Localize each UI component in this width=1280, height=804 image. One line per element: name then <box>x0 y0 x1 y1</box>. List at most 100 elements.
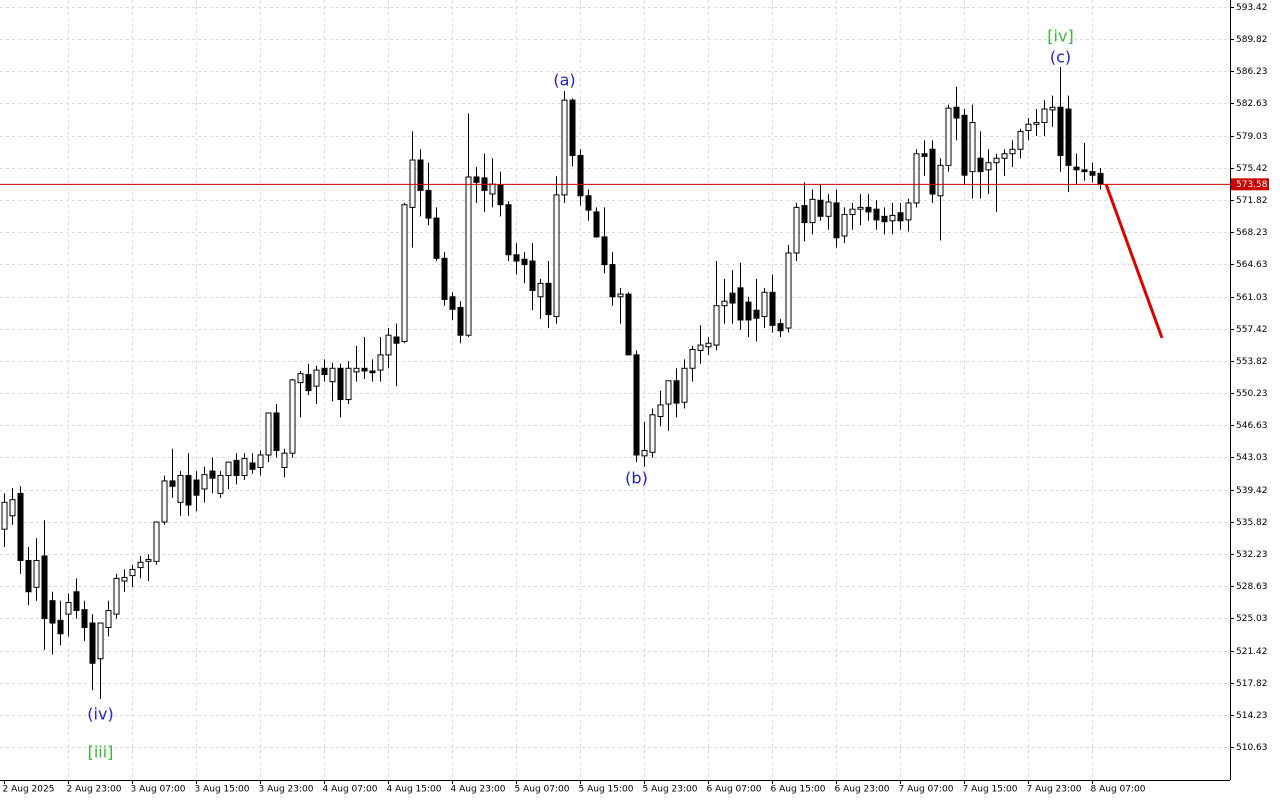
candle-body <box>1041 108 1048 123</box>
candle-body <box>681 367 688 403</box>
candle-body <box>833 202 840 239</box>
candle-body <box>145 559 152 562</box>
candle-body <box>153 521 160 562</box>
candle-body <box>745 301 752 321</box>
candle-body <box>633 354 640 456</box>
candle-body <box>705 342 712 348</box>
wave-label: [iii] <box>88 743 114 762</box>
y-tick-label: 517.82 <box>1236 679 1268 689</box>
candle-body <box>785 252 792 329</box>
candle-body <box>25 559 32 593</box>
x-tick-label: 3 Aug 23:00 <box>259 785 314 795</box>
y-tick-label: 571.82 <box>1236 196 1268 206</box>
candle-body <box>217 475 224 494</box>
candle-body <box>545 282 552 316</box>
candle-body <box>737 287 744 321</box>
wave-label: (b) <box>625 469 648 488</box>
candle-body <box>1065 108 1072 166</box>
candle-body <box>529 260 536 292</box>
candle-body <box>257 454 264 468</box>
candle-body <box>249 462 256 470</box>
x-tick-label: 4 Aug 15:00 <box>387 785 442 795</box>
candle-body <box>777 323 784 332</box>
candle-body <box>417 159 424 191</box>
candle-body <box>313 369 320 387</box>
wave-label: (c) <box>1050 48 1071 67</box>
candle-body <box>905 202 912 221</box>
candle-body <box>297 373 304 384</box>
candle-body <box>721 300 728 307</box>
y-tick-label: 557.42 <box>1236 325 1268 335</box>
candle-body <box>329 367 336 383</box>
wave-label: (iv) <box>87 705 113 724</box>
candle-body <box>353 367 360 373</box>
y-tick-label: 528.63 <box>1236 582 1268 592</box>
y-tick-label: 579.03 <box>1236 132 1268 142</box>
candle-body <box>385 334 392 356</box>
candle-body <box>1049 106 1056 111</box>
candle-body <box>169 480 176 487</box>
x-tick-label: 7 Aug 15:00 <box>963 785 1018 795</box>
candle-body <box>457 306 464 336</box>
x-tick-label: 6 Aug 15:00 <box>771 785 826 795</box>
y-tick-label: 575.42 <box>1236 164 1268 174</box>
candle-body <box>129 568 136 577</box>
candle-body <box>97 622 104 660</box>
candle-body <box>1 501 8 530</box>
candle-body <box>921 153 928 157</box>
candle-body <box>345 367 352 401</box>
y-tick-label: 561.03 <box>1236 293 1268 303</box>
candle-body <box>673 380 680 404</box>
candle-body <box>977 157 984 173</box>
candle-body <box>193 479 200 496</box>
candle-body <box>537 282 544 298</box>
candle-body <box>241 458 248 477</box>
candle-body <box>1097 172 1104 185</box>
y-tick-label: 593.42 <box>1236 3 1268 13</box>
x-tick-label: 5 Aug 07:00 <box>515 785 570 795</box>
y-tick-label: 532.23 <box>1236 550 1268 560</box>
candle-body <box>497 184 504 206</box>
candle-body <box>793 206 800 254</box>
candle-body <box>433 217 440 259</box>
candle-body <box>937 164 944 197</box>
candle-body <box>713 305 720 346</box>
wave-label: [iv] <box>1047 27 1073 46</box>
candle-body <box>1081 169 1088 173</box>
y-tick-label: 510.63 <box>1236 743 1268 753</box>
last-price-label: 573.58 <box>1236 180 1268 190</box>
candle-body <box>321 367 328 376</box>
candle-body <box>897 212 904 222</box>
candle-body <box>513 254 520 262</box>
candle-body <box>729 292 736 304</box>
candle-body <box>953 106 960 119</box>
candle-body <box>337 367 344 401</box>
candle-body <box>849 208 856 216</box>
x-tick-label: 2 Aug 23:00 <box>67 785 122 795</box>
y-tick-label: 550.23 <box>1236 389 1268 399</box>
x-tick-label: 3 Aug 07:00 <box>131 785 186 795</box>
y-tick-label: 539.42 <box>1236 486 1268 496</box>
y-tick-label: 564.63 <box>1236 260 1268 270</box>
candle-body <box>1017 130 1024 150</box>
candle-body <box>825 201 832 217</box>
candle-body <box>121 576 128 582</box>
plot: (iv) [iii] (a) (b) (c) [iv] <box>0 27 1230 762</box>
candle-body <box>401 204 408 342</box>
candle-body <box>809 198 816 224</box>
x-tick-label: 7 Aug 23:00 <box>1027 785 1082 795</box>
y-tick-label: 514.23 <box>1236 711 1268 721</box>
candle-body <box>817 199 824 217</box>
candle-body <box>465 176 472 336</box>
candle-body <box>761 291 768 317</box>
candle-body <box>865 206 872 213</box>
candle-body <box>769 291 776 326</box>
y-tick-label: 543.03 <box>1236 453 1268 463</box>
candle-body <box>65 601 72 615</box>
candle-body <box>609 264 616 298</box>
candle-body <box>561 99 568 196</box>
candle-body <box>985 162 992 171</box>
x-tick-label: 4 Aug 23:00 <box>451 785 506 795</box>
x-tick-label: 5 Aug 15:00 <box>579 785 634 795</box>
